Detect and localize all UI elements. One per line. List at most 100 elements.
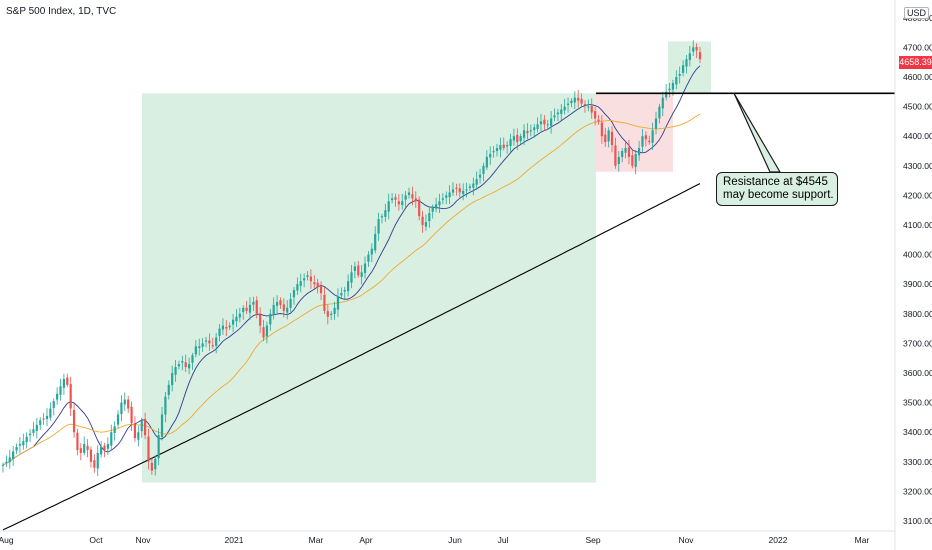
candle-body [52, 401, 55, 408]
candle-body [462, 190, 465, 195]
candle-body [160, 414, 164, 437]
candle-body [370, 248, 373, 255]
candle-body [590, 105, 593, 113]
candle-body [617, 156, 620, 165]
candle-body [350, 272, 353, 283]
candle-body [137, 432, 140, 440]
candle-body [610, 131, 614, 146]
candle-body [299, 281, 302, 286]
price-tick-label: 3900.00 [903, 279, 932, 289]
candle-body [441, 198, 444, 200]
candle-body [502, 144, 505, 149]
candle-body [144, 419, 147, 436]
candle-body [533, 127, 536, 131]
candle-body [499, 145, 502, 150]
time-tick-label: Jul [498, 535, 509, 545]
price-axis[interactable]: 3100.00 3200.00 3300.00 3400.00 3500.00 3600.… [903, 13, 932, 526]
candle-body [242, 307, 245, 313]
candle-body [32, 429, 35, 433]
candle-body [123, 399, 126, 405]
candle-body [401, 201, 404, 206]
candle-body [397, 201, 400, 205]
candle-body [573, 97, 576, 103]
candle-body [407, 192, 411, 196]
candle-body [506, 145, 509, 147]
time-tick-label: Nov [678, 535, 694, 545]
candle-body [522, 130, 526, 138]
candle-body [286, 307, 289, 313]
candle-body [475, 179, 478, 185]
candle-body [303, 278, 306, 281]
candle-body [86, 445, 89, 450]
candle-body [495, 148, 499, 152]
candle-body [319, 286, 323, 294]
candle-body [665, 91, 668, 98]
candle-body [536, 124, 539, 130]
price-tick-label: 4700.00 [903, 42, 932, 52]
candle-body [39, 420, 42, 426]
candle-body [566, 103, 570, 105]
candle-body [472, 183, 475, 188]
candle-body [597, 119, 600, 122]
candle-body [255, 300, 258, 314]
candle-body [262, 327, 265, 338]
price-tick-label: 3600.00 [903, 368, 932, 378]
time-tick-label: 2021 [225, 535, 244, 545]
price-tick-label: 3200.00 [903, 486, 932, 496]
candle-body [28, 433, 32, 436]
candle-body [187, 364, 191, 369]
candle-body [120, 402, 123, 415]
candle-body [106, 444, 109, 449]
candle-body [360, 272, 363, 277]
candle-body [363, 263, 367, 273]
currency-label[interactable]: USD [904, 7, 930, 19]
candle-body [140, 420, 143, 432]
candle-body [431, 207, 434, 212]
price-tick-label: 3700.00 [903, 338, 932, 348]
candle-body [685, 59, 688, 67]
candle-body [130, 406, 133, 424]
candle-body [316, 282, 319, 288]
candle-body [529, 130, 532, 132]
candle-body [424, 222, 428, 227]
candle-body [282, 304, 285, 311]
candle-body [208, 340, 211, 344]
candle-body [624, 148, 627, 153]
time-axis[interactable]: Aug Oct Nov 2021 Mar Apr Jun Jul Sep Nov 2022 Mar [0, 535, 869, 545]
candle-body [438, 201, 441, 206]
candle-body [563, 106, 566, 111]
candle-body [211, 345, 214, 347]
candle-body [587, 106, 590, 108]
candle-body [580, 98, 583, 104]
candle-body [634, 153, 637, 167]
candle-body [127, 399, 130, 409]
candle-body [594, 111, 597, 119]
candle-body [171, 373, 174, 386]
candle-body [323, 294, 326, 311]
time-tick-label: Oct [89, 535, 103, 545]
annotation-callout[interactable]: Resistance at $4545 may become support. [716, 172, 838, 206]
candle-body [110, 432, 113, 446]
candle-body [5, 461, 8, 463]
candle-body [259, 314, 262, 326]
candle-body [292, 290, 296, 298]
candle-body [492, 151, 495, 153]
candle-body [641, 136, 644, 147]
candle-body [577, 97, 580, 101]
candle-body [113, 426, 116, 433]
candle-body [49, 408, 52, 418]
candle-body [411, 194, 414, 199]
candle-body [377, 219, 380, 234]
candle-body [651, 130, 654, 143]
candle-body [556, 112, 559, 115]
candle-body [560, 109, 563, 114]
candle-body [637, 148, 641, 156]
candle-body [306, 275, 309, 277]
candle-body [221, 325, 225, 330]
symbol-title: S&P 500 Index, 1D, TVC [6, 6, 117, 17]
candle-body [89, 449, 93, 462]
time-tick-label: Mar [309, 535, 324, 545]
candle-body [445, 195, 448, 198]
candle-body [448, 192, 451, 198]
